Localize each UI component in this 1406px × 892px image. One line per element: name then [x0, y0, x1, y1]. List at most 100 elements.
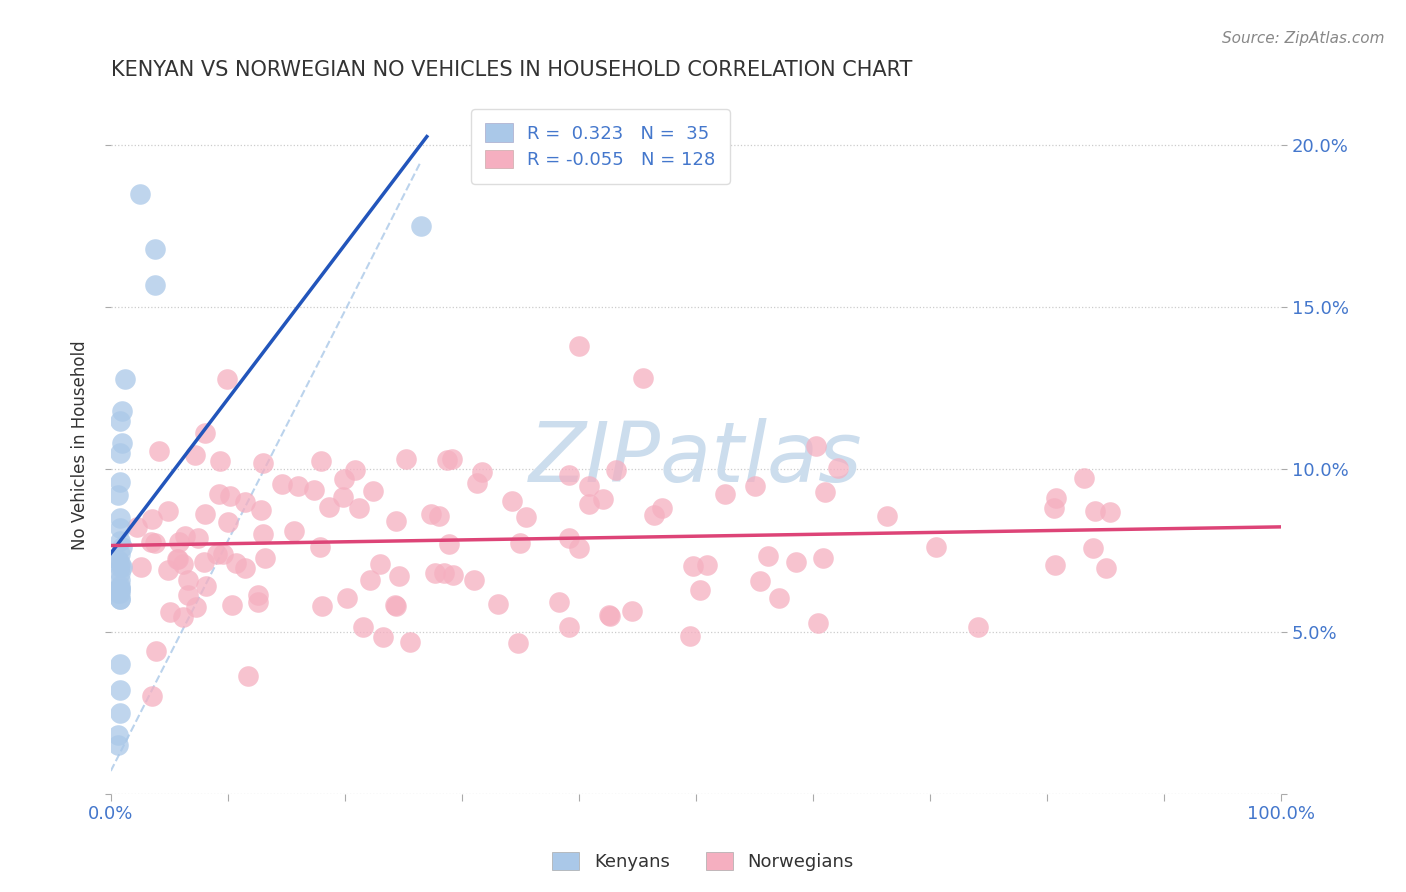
Point	[108, 547, 131, 561]
Point	[311, 599, 333, 613]
Point	[108, 582, 131, 597]
Point	[620, 604, 643, 618]
Point	[749, 574, 772, 588]
Point	[194, 579, 217, 593]
Point	[235, 561, 257, 575]
Point	[247, 595, 270, 609]
Point	[420, 507, 443, 521]
Point	[287, 479, 309, 493]
Point	[108, 573, 131, 587]
Point	[108, 592, 131, 607]
Point	[141, 690, 163, 704]
Point	[756, 549, 779, 563]
Point	[249, 503, 271, 517]
Point	[108, 579, 131, 593]
Point	[139, 534, 162, 549]
Point	[371, 630, 394, 644]
Point	[578, 479, 600, 493]
Point	[159, 605, 181, 619]
Point	[352, 620, 374, 634]
Point	[336, 591, 359, 605]
Point	[253, 551, 276, 566]
Point	[368, 557, 391, 571]
Point	[177, 588, 200, 602]
Point	[172, 557, 194, 571]
Point	[143, 242, 166, 256]
Point	[465, 476, 488, 491]
Point	[679, 629, 702, 643]
Point	[463, 573, 485, 587]
Point	[107, 585, 129, 599]
Point	[252, 456, 274, 470]
Point	[111, 559, 134, 574]
Point	[876, 509, 898, 524]
Point	[114, 371, 136, 385]
Point	[194, 425, 217, 440]
Point	[696, 558, 718, 573]
Text: Source: ZipAtlas.com: Source: ZipAtlas.com	[1222, 31, 1385, 46]
Point	[187, 531, 209, 545]
Point	[558, 532, 581, 546]
Point	[568, 339, 591, 353]
Point	[166, 552, 188, 566]
Point	[107, 582, 129, 597]
Point	[395, 451, 418, 466]
Point	[169, 535, 191, 549]
Point	[651, 500, 673, 515]
Point	[212, 547, 235, 561]
Point	[425, 566, 447, 581]
Point	[172, 610, 194, 624]
Point	[768, 591, 790, 606]
Point	[471, 465, 494, 479]
Point	[148, 444, 170, 458]
Point	[1073, 471, 1095, 485]
Point	[108, 682, 131, 697]
Point	[205, 548, 228, 562]
Point	[145, 536, 167, 550]
Point	[108, 511, 131, 525]
Point	[1045, 491, 1067, 505]
Point	[814, 484, 837, 499]
Point	[807, 615, 830, 630]
Point	[486, 597, 509, 611]
Point	[108, 557, 131, 571]
Point	[427, 508, 450, 523]
Point	[333, 473, 356, 487]
Point	[744, 478, 766, 492]
Point	[1042, 501, 1064, 516]
Point	[302, 483, 325, 497]
Point	[111, 540, 134, 554]
Point	[157, 504, 180, 518]
Point	[501, 494, 523, 508]
Point	[236, 668, 259, 682]
Point	[157, 563, 180, 577]
Point	[107, 738, 129, 752]
Point	[388, 569, 411, 583]
Point	[246, 588, 269, 602]
Point	[925, 540, 948, 554]
Point	[385, 599, 408, 613]
Point	[643, 508, 665, 522]
Point	[108, 521, 131, 535]
Point	[108, 446, 131, 460]
Point	[811, 550, 834, 565]
Point	[108, 592, 131, 607]
Point	[578, 497, 600, 511]
Point	[398, 635, 420, 649]
Point	[108, 582, 131, 597]
Point	[173, 529, 195, 543]
Point	[804, 439, 827, 453]
Point	[384, 598, 406, 612]
Y-axis label: No Vehicles in Household: No Vehicles in Household	[72, 340, 89, 549]
Point	[108, 657, 131, 671]
Point	[129, 560, 152, 574]
Point	[107, 728, 129, 742]
Point	[966, 620, 988, 634]
Text: KENYAN VS NORWEGIAN NO VEHICLES IN HOUSEHOLD CORRELATION CHART: KENYAN VS NORWEGIAN NO VEHICLES IN HOUSE…	[111, 60, 912, 79]
Point	[108, 559, 131, 574]
Point	[436, 453, 458, 467]
Point	[384, 514, 406, 528]
Point	[193, 507, 215, 521]
Point	[592, 492, 614, 507]
Point	[682, 558, 704, 573]
